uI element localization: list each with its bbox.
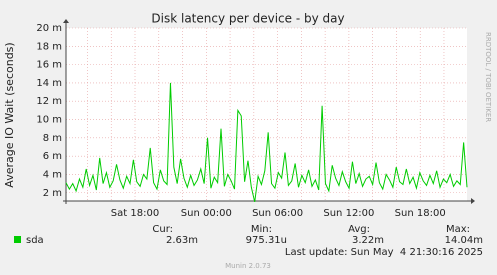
footer: Munin 2.0.73 bbox=[225, 262, 271, 270]
y-axis-label: Average IO Wait (seconds) bbox=[3, 42, 16, 187]
axis-arrow bbox=[63, 19, 69, 23]
y-tick-label: 18 m bbox=[36, 41, 62, 52]
stat-value: 14.04m bbox=[445, 235, 483, 246]
y-tick-label: 12 m bbox=[36, 96, 62, 107]
y-tick-label: 16 m bbox=[36, 60, 62, 71]
stat-value: 975.31u bbox=[246, 235, 287, 246]
legend-name: sda bbox=[26, 235, 44, 246]
plot-area bbox=[66, 28, 467, 201]
side-label: RRDTOOL / TOBI OETIKER bbox=[484, 32, 492, 122]
stat-label: Cur: bbox=[152, 224, 173, 235]
stat-label: Min: bbox=[251, 224, 272, 235]
y-tick-label: 10 m bbox=[36, 115, 62, 126]
legend-swatch bbox=[14, 236, 21, 243]
x-tick-label: Sun 06:00 bbox=[252, 208, 303, 219]
y-tick-label: 14 m bbox=[36, 78, 62, 89]
x-tick-label: Sun 00:00 bbox=[181, 208, 232, 219]
x-tick-label: Sat 18:00 bbox=[111, 208, 159, 219]
y-tick-label: 8 m bbox=[43, 133, 62, 144]
stat-value: 3.22m bbox=[352, 235, 384, 246]
y-tick-label: 20 m bbox=[36, 23, 62, 34]
y-tick-label: 2 m bbox=[43, 188, 62, 199]
stat-label: Avg: bbox=[348, 224, 370, 235]
stat-value: 2.63m bbox=[166, 235, 198, 246]
stat-label: Max: bbox=[446, 224, 470, 235]
chart-title: Disk latency per device - by day bbox=[151, 12, 344, 26]
axis-arrow bbox=[471, 198, 475, 204]
y-tick-label: 4 m bbox=[43, 169, 62, 180]
x-tick-label: Sun 12:00 bbox=[323, 208, 374, 219]
last-update: Last update: Sun May 4 21:30:16 2025 bbox=[285, 247, 483, 258]
x-tick-label: Sun 18:00 bbox=[395, 208, 446, 219]
y-tick-label: 6 m bbox=[43, 151, 62, 162]
data-line bbox=[65, 82, 468, 203]
